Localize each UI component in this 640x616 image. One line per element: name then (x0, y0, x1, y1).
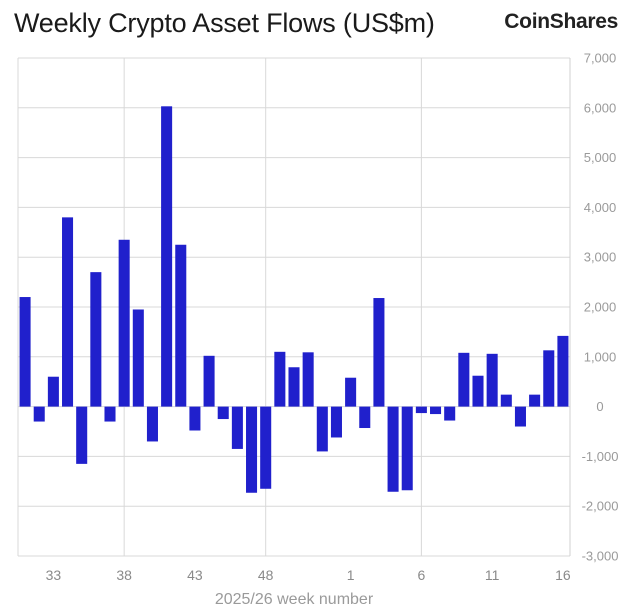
bar-week-47 (246, 406, 258, 493)
y-tick-label: -2,000 (582, 499, 619, 514)
x-tick-label: 43 (187, 567, 203, 583)
bar-week-53 (330, 406, 342, 438)
x-tick-label: 11 (485, 567, 500, 583)
bars (19, 106, 569, 493)
bar-week-14 (529, 394, 541, 407)
bar-week-36 (90, 272, 102, 407)
bar-week-44 (203, 355, 215, 407)
y-tick-label: 7,000 (584, 51, 617, 66)
bar-week-35 (76, 406, 88, 464)
bar-week-33 (47, 376, 59, 407)
bar-week-7 (430, 406, 442, 415)
bar-week-13 (514, 406, 526, 427)
bar-week-31 (19, 297, 31, 407)
y-axis: 7,000 6,000 5,000 4,000 3,000 2,000 1,000 0 -1,0… (582, 51, 619, 564)
bar-week-10 (472, 375, 484, 407)
bar-week-4 (387, 406, 399, 492)
bar-week-5 (401, 406, 413, 491)
bar-week-16 (557, 335, 569, 407)
chart-title: Weekly Crypto Asset Flows (US$m) (14, 8, 435, 38)
y-tick-label: -3,000 (582, 549, 619, 564)
x-tick-label: 48 (258, 567, 274, 583)
y-tick-label: 1,000 (584, 349, 617, 364)
y-tick-label: -1,000 (582, 449, 619, 464)
x-tick-label: 6 (417, 567, 425, 583)
bar-week-8 (444, 406, 456, 421)
bar-week-9 (458, 352, 470, 407)
x-tick-label: 38 (116, 567, 132, 583)
bar-week-42 (175, 244, 187, 407)
bar-week-41 (161, 106, 173, 407)
x-tick-label: 33 (46, 567, 62, 583)
bar-week-15 (543, 350, 555, 407)
bar-week-45 (217, 406, 229, 420)
bar-week-49 (274, 351, 286, 407)
bar-week-48 (260, 406, 272, 489)
bar-week-6 (415, 406, 427, 414)
bar-week-12 (500, 394, 512, 407)
y-tick-label: 3,000 (584, 250, 617, 265)
x-tick-label: 1 (347, 567, 355, 583)
x-axis: 33 38 43 48 1 6 11 16 (46, 567, 571, 583)
bar-week-51 (302, 352, 314, 407)
bar-week-1 (345, 377, 357, 407)
y-tick-label: 6,000 (584, 100, 617, 115)
x-tick-label: 16 (555, 567, 571, 583)
bar-week-37 (104, 406, 116, 422)
bar-week-43 (189, 406, 201, 431)
bar-week-38 (118, 239, 130, 407)
bar-week-32 (33, 406, 45, 422)
bar-week-3 (373, 298, 385, 407)
bar-week-52 (316, 406, 328, 452)
bar-week-2 (359, 406, 371, 429)
y-tick-label: 0 (596, 399, 603, 414)
y-tick-label: 5,000 (584, 150, 617, 165)
y-tick-label: 2,000 (584, 300, 617, 315)
bar-week-50 (288, 367, 300, 407)
bar-week-11 (486, 353, 498, 407)
x-axis-label: 2025/26 week number (215, 591, 374, 608)
bar-week-46 (231, 406, 243, 449)
brand-logo: CoinShares (504, 10, 618, 33)
bar-week-34 (62, 217, 74, 407)
bar-week-39 (132, 309, 144, 407)
bar-week-40 (146, 406, 158, 442)
y-tick-label: 4,000 (584, 200, 617, 215)
